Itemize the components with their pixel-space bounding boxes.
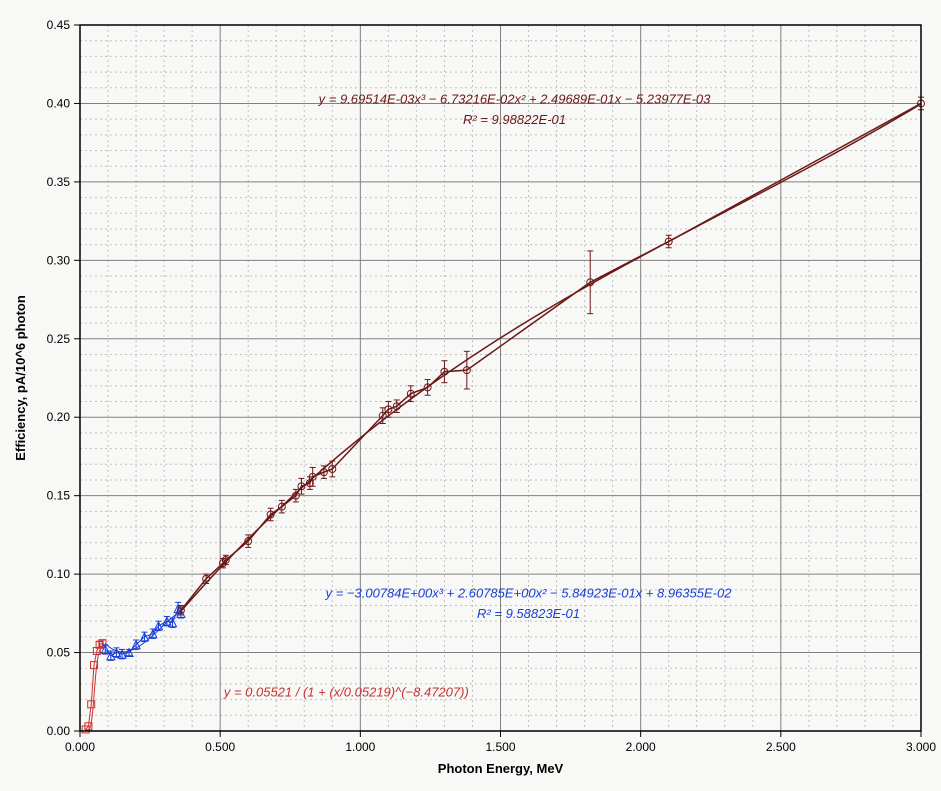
eq-dark-cubic: y = 9.69514E-03x³ − 6.73216E-02x² + 2.49… <box>318 91 711 106</box>
ytick-label: 0.40 <box>47 96 71 110</box>
ytick-label: 0.20 <box>47 410 71 424</box>
xtick-label: 2.000 <box>626 740 656 754</box>
efficiency-chart: 0.000 0.500 1.000 1.500 2.000 2.500 3.000 0.00 0… <box>0 0 941 791</box>
ytick-label: 0.30 <box>47 253 71 267</box>
xtick-label: 0.000 <box>65 740 95 754</box>
ytick-label: 0.35 <box>47 175 71 189</box>
ytick-label: 0.25 <box>47 332 71 346</box>
y-axis-label: Efficiency, pA/10^6 photon <box>13 295 28 461</box>
ytick-label: 0.15 <box>47 489 71 503</box>
xtick-label: 2.500 <box>766 740 796 754</box>
eq-blue-cubic: R² = 9.58823E-01 <box>477 606 580 621</box>
xtick-label: 1.500 <box>485 740 515 754</box>
xtick-label: 0.500 <box>205 740 235 754</box>
x-axis-label: Photon Energy, MeV <box>438 761 564 776</box>
ytick-label: 0.10 <box>47 567 71 581</box>
ytick-label: 0.00 <box>47 724 71 738</box>
chart-container: 0.000 0.500 1.000 1.500 2.000 2.500 3.000 0.00 0… <box>0 0 941 791</box>
eq-dark-cubic: R² = 9.98822E-01 <box>463 112 566 127</box>
ytick-label: 0.05 <box>47 646 71 660</box>
ytick-label: 0.45 <box>47 18 71 32</box>
xtick-label: 3.000 <box>906 740 936 754</box>
eq-blue-cubic: y = −3.00784E+00x³ + 2.60785E+00x² − 5.8… <box>325 586 733 601</box>
xtick-label: 1.000 <box>345 740 375 754</box>
eq-sigmoid: y = 0.05521 / (1 + (x/0.05219)^(−8.47207… <box>223 684 469 699</box>
